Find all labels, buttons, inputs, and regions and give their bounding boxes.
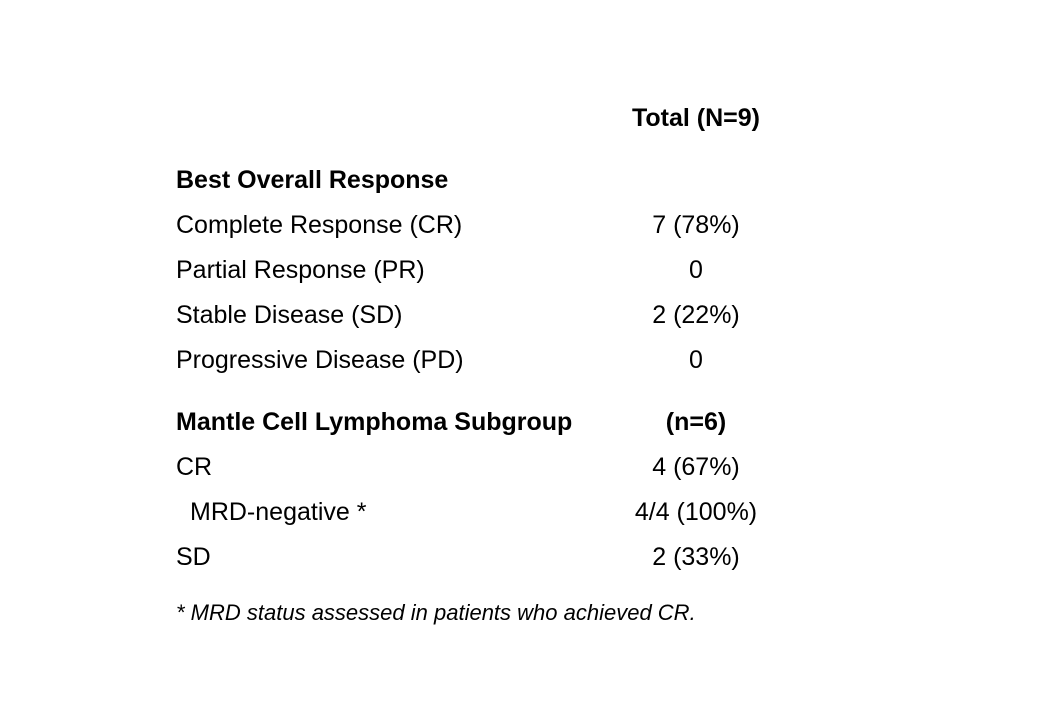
table-row: CR 4 (67%) (176, 445, 896, 490)
subgroup-count: (n=6) (665, 408, 727, 436)
section-header-mantle-cell-lymphoma: Mantle Cell Lymphoma Subgroup (n=6) (176, 400, 896, 445)
table-row: Stable Disease (SD) 2 (22%) (176, 293, 896, 338)
response-table: Total (N=9) Best Overall Response Comple… (176, 96, 896, 580)
table-row: Partial Response (PR) 0 (176, 248, 896, 293)
row-label: Stable Disease (SD) (176, 301, 403, 329)
table-row: Complete Response (CR) 7 (78%) (176, 203, 896, 248)
row-value: 4/4 (100%) (634, 498, 758, 526)
table-row: SD 2 (33%) (176, 535, 896, 580)
footnote: * MRD status assessed in patients who ac… (176, 600, 696, 625)
row-label: Complete Response (CR) (176, 211, 463, 239)
table-row: Progressive Disease (PD) 0 (176, 338, 896, 383)
column-header-total: Total (N=9) (631, 104, 760, 132)
table-row: MRD-negative * 4/4 (100%) (176, 490, 896, 535)
row-value: 2 (33%) (652, 543, 740, 571)
row-value: 2 (22%) (652, 301, 740, 329)
row-label: SD (176, 543, 211, 571)
row-label: CR (176, 453, 213, 481)
section-header-best-overall-response: Best Overall Response (176, 158, 896, 203)
table-header-row: Total (N=9) (176, 96, 896, 140)
section-title: Best Overall Response (176, 166, 449, 194)
row-value: 4 (67%) (652, 453, 740, 481)
row-value: 7 (78%) (652, 211, 740, 239)
section-title: Mantle Cell Lymphoma Subgroup (176, 408, 573, 436)
row-label: MRD-negative * (190, 498, 367, 526)
row-value: 0 (689, 346, 703, 374)
row-label: Partial Response (PR) (176, 256, 425, 284)
row-label: Progressive Disease (PD) (176, 346, 464, 374)
row-value: 0 (689, 256, 703, 284)
